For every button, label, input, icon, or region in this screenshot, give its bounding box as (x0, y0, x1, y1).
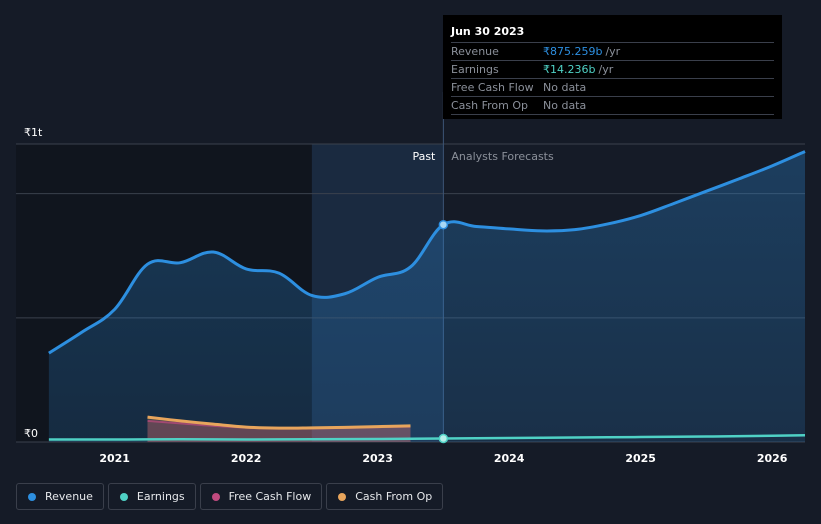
y-axis-label-top: ₹1t (24, 126, 43, 139)
legend-label: Earnings (136, 490, 185, 503)
x-tick-label: 2026 (757, 452, 788, 465)
forecast-label: Analysts Forecasts (451, 150, 554, 163)
tooltip-row-free-cash-flow: Free Cash Flow No data (451, 78, 774, 96)
chart-legend: Revenue Earnings Free Cash Flow Cash Fro… (16, 483, 444, 510)
cash-from-op-line (147, 415, 411, 430)
legend-dot-icon (211, 492, 220, 501)
legend-dot-icon (338, 492, 347, 501)
tooltip-date: Jun 30 2023 (451, 25, 525, 38)
tooltip-value: ₹14.236b (543, 63, 596, 76)
chart-canvas: ₹1t ₹0 2021 2022 2023 2024 2025 2026 Past Analyst… (16, 92, 806, 465)
x-tick-label: 2024 (494, 452, 525, 465)
x-tick-label: 2022 (231, 452, 262, 465)
tooltip-unit: /yr (598, 63, 614, 76)
tooltip-label: Revenue (451, 45, 499, 58)
legend-label: Free Cash Flow (228, 490, 312, 503)
tooltip-row-cash-from-op: Cash From Op No data (451, 96, 774, 115)
tooltip-value: No data (543, 99, 587, 112)
past-label: Past (412, 150, 436, 163)
legend-label: Revenue (45, 490, 93, 503)
y-axis-label-zero: ₹0 (24, 427, 38, 440)
hover-tooltip: Jun 30 2023 Revenue ₹875.259b /yr Earnin… (443, 15, 782, 119)
x-tick-label: 2023 (362, 452, 393, 465)
legend-item-earnings[interactable]: Earnings (107, 483, 196, 510)
tooltip-label: Earnings (451, 63, 499, 76)
tooltip-value: ₹875.259b (543, 45, 603, 58)
tooltip-value: No data (543, 81, 587, 94)
legend-item-cash-from-op[interactable]: Cash From Op (326, 483, 444, 510)
tooltip-label: Cash From Op (451, 99, 529, 112)
revenue-line (48, 150, 806, 355)
legend-dot-icon (119, 492, 128, 501)
legend-item-revenue[interactable]: Revenue (16, 483, 104, 510)
revenue-highlight-point (438, 219, 449, 230)
legend-dot-icon (28, 492, 36, 501)
x-tick-label: 2025 (625, 452, 656, 465)
tooltip-row-revenue: Revenue ₹875.259b /yr (451, 42, 774, 60)
legend-label: Cash From Op (355, 490, 433, 503)
tooltip-row-earnings: Earnings ₹14.236b /yr (451, 60, 774, 78)
revenue-area (48, 151, 805, 442)
tooltip-unit: /yr (605, 45, 621, 58)
earnings-highlight-point (438, 433, 449, 444)
tooltip-label: Free Cash Flow (451, 81, 534, 94)
x-tick-label: 2021 (99, 452, 130, 465)
legend-item-free-cash-flow[interactable]: Free Cash Flow (199, 483, 323, 510)
